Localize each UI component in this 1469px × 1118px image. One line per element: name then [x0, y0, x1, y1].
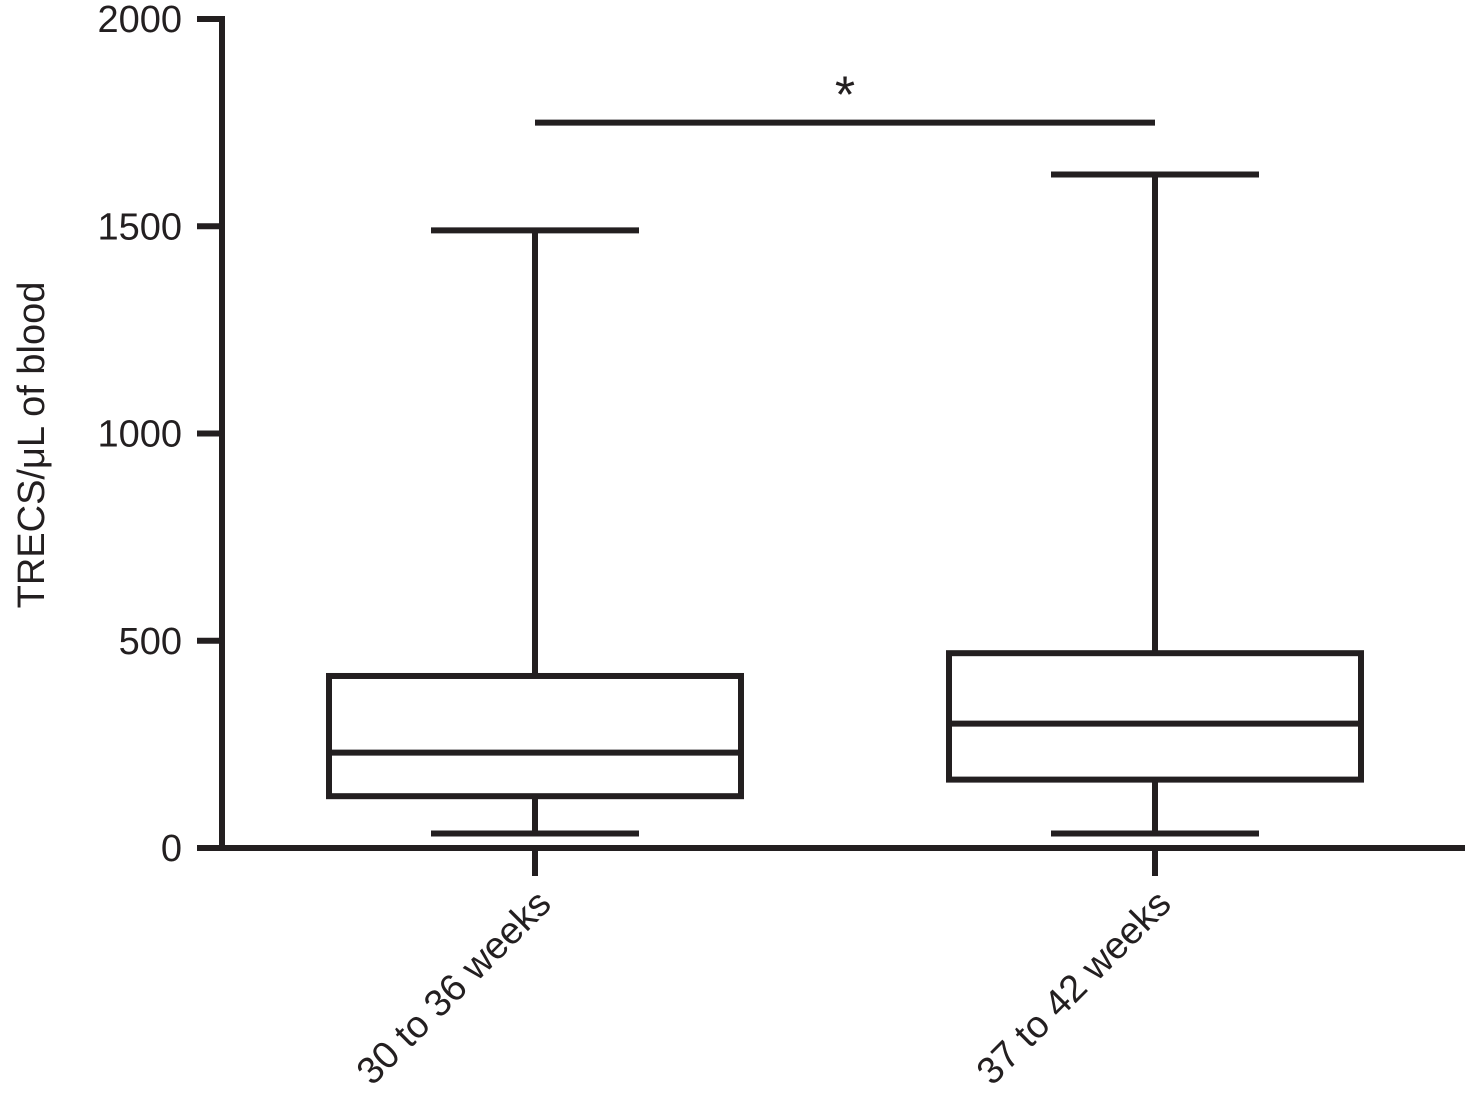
box: [326, 672, 744, 800]
significance-label: *: [835, 67, 855, 125]
box: [946, 650, 1364, 783]
x-tick-label: 37 to 42 weeks: [969, 883, 1179, 1093]
y-tick-label: 0: [161, 828, 182, 870]
y-tick-label: 1500: [97, 206, 182, 248]
x-tick-label: 30 to 36 weeks: [349, 883, 559, 1093]
y-tick-label: 1000: [97, 414, 182, 456]
y-axis-label: TRECS/μL of blood: [11, 282, 53, 609]
y-tick-label: 500: [119, 621, 182, 663]
y-tick-label: 2000: [97, 0, 182, 41]
